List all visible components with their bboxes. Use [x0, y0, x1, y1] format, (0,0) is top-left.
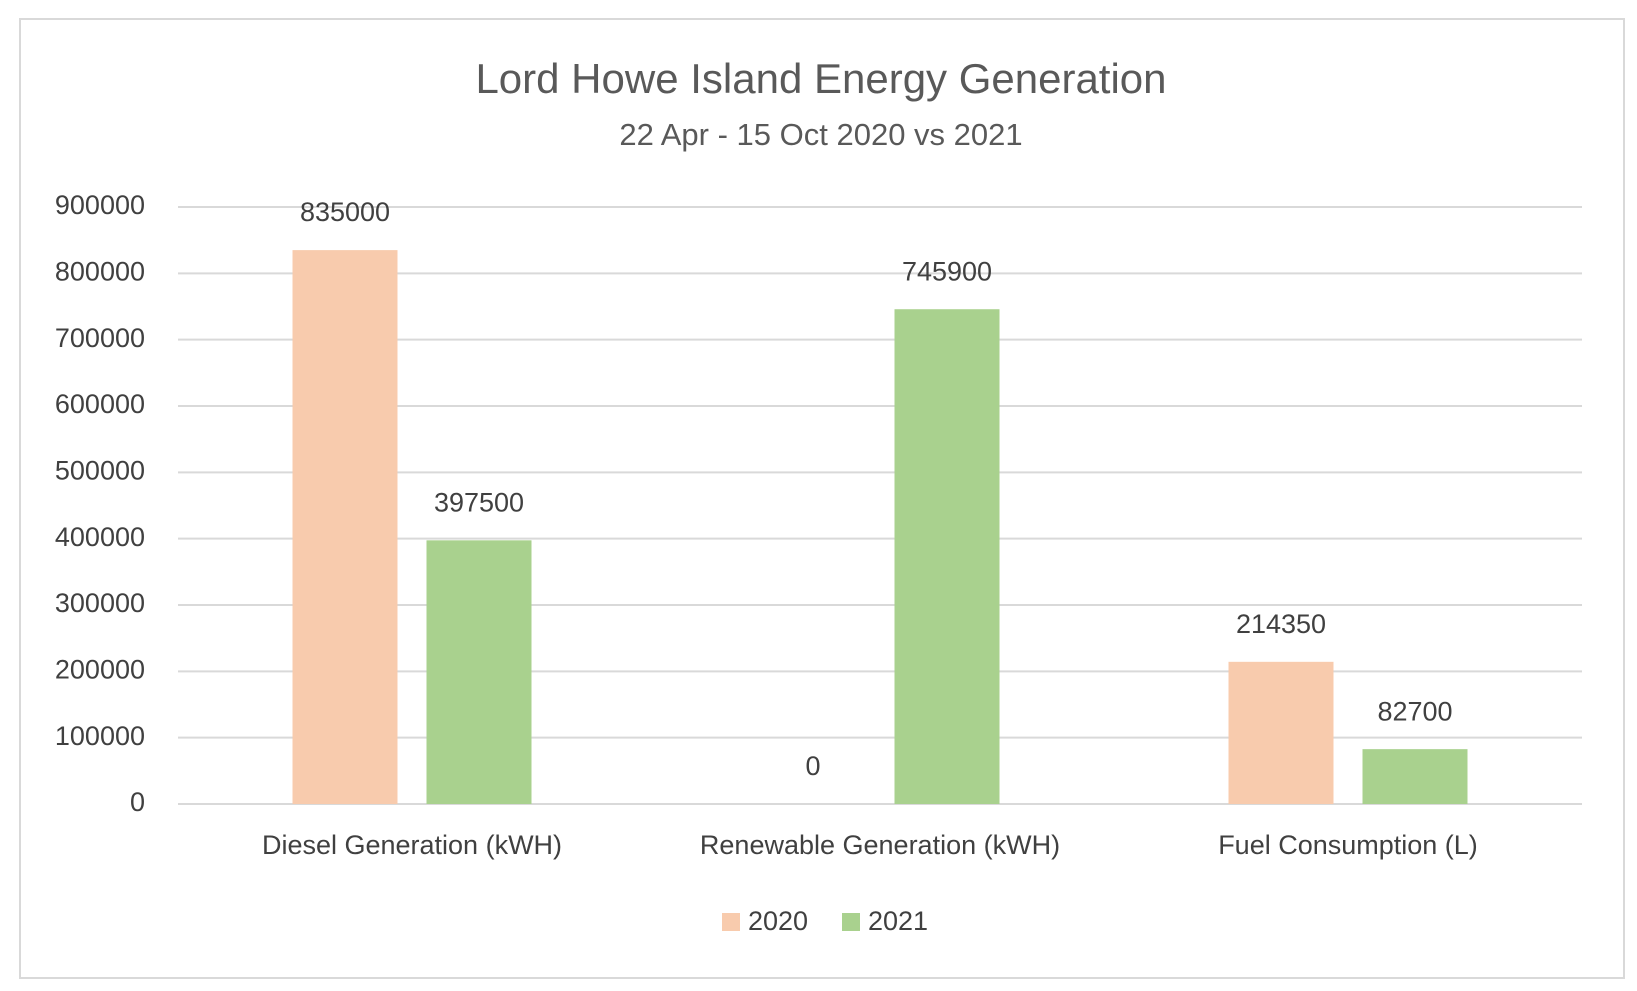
data-label: 0 — [805, 751, 820, 781]
x-tick-label: Fuel Consumption (L) — [1218, 830, 1478, 860]
data-label: 745900 — [902, 256, 992, 286]
data-label: 397500 — [434, 487, 524, 517]
y-tick-label: 400000 — [55, 522, 145, 552]
y-tick-label: 200000 — [55, 654, 145, 684]
chart-title: Lord Howe Island Energy Generation — [475, 55, 1166, 102]
y-tick-label: 600000 — [55, 389, 145, 419]
y-tick-label: 100000 — [55, 721, 145, 751]
data-label: 82700 — [1377, 696, 1452, 726]
bar — [426, 540, 532, 804]
x-tick-label: Diesel Generation (kWH) — [262, 830, 562, 860]
y-tick-label: 300000 — [55, 588, 145, 618]
legend-swatch — [842, 913, 860, 931]
y-tick-label: 900000 — [55, 190, 145, 220]
y-tick-label: 700000 — [55, 323, 145, 353]
data-label: 835000 — [300, 197, 390, 227]
bar — [1228, 661, 1334, 804]
legend-label: 2021 — [868, 906, 928, 936]
legend-swatch — [722, 913, 740, 931]
data-label: 214350 — [1236, 609, 1326, 639]
x-tick-label: Renewable Generation (kWH) — [700, 830, 1060, 860]
chart-frame — [19, 18, 1625, 979]
legend-label: 2020 — [748, 906, 808, 936]
y-tick-label: 800000 — [55, 256, 145, 286]
bar — [292, 250, 398, 804]
chart-subtitle: 22 Apr - 15 Oct 2020 vs 2021 — [619, 117, 1022, 152]
y-tick-label: 500000 — [55, 455, 145, 485]
bar — [894, 309, 1000, 804]
y-tick-label: 0 — [130, 787, 145, 817]
bar — [1362, 749, 1468, 804]
